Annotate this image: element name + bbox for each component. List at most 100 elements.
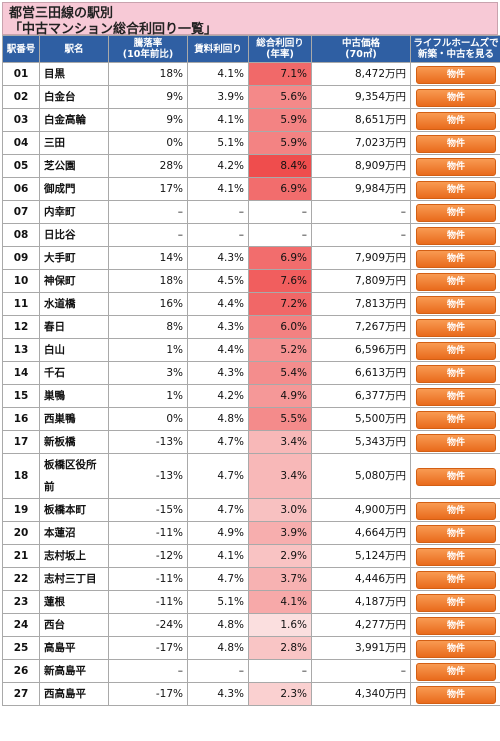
listing-link-cell: 物件: [411, 545, 500, 567]
total-yield-cell: 2.3%: [249, 683, 311, 705]
listing-link-cell: 物件: [411, 499, 500, 521]
station-name-cell: 三田: [40, 132, 108, 154]
used-price-cell: 4,277万円: [312, 614, 410, 636]
listing-button[interactable]: 物件: [416, 502, 496, 520]
price-change-cell: 14%: [109, 247, 187, 269]
listing-button[interactable]: 物件: [416, 227, 496, 245]
rent-yield-cell: –: [188, 660, 248, 682]
station-name-cell: 本蓮沼: [40, 522, 108, 544]
listing-button[interactable]: 物件: [416, 365, 496, 383]
listing-button[interactable]: 物件: [416, 525, 496, 543]
rent-yield-cell: 4.3%: [188, 247, 248, 269]
listing-button[interactable]: 物件: [416, 388, 496, 406]
listing-button[interactable]: 物件: [416, 411, 496, 429]
station-name-cell: 板橋本町: [40, 499, 108, 521]
listing-button[interactable]: 物件: [416, 617, 496, 635]
used-price-cell: 5,080万円: [312, 454, 410, 498]
total-yield-cell: 5.5%: [249, 408, 311, 430]
listing-link-cell: 物件: [411, 431, 500, 453]
used-price-cell: 4,664万円: [312, 522, 410, 544]
listing-button[interactable]: 物件: [416, 66, 496, 84]
station-no-cell: 01: [3, 63, 39, 85]
listing-link-cell: 物件: [411, 201, 500, 223]
listing-button[interactable]: 物件: [416, 434, 496, 452]
listing-button[interactable]: 物件: [416, 296, 496, 314]
listing-button[interactable]: 物件: [416, 571, 496, 589]
listing-button[interactable]: 物件: [416, 342, 496, 360]
listing-link-cell: 物件: [411, 132, 500, 154]
page: 都営三田線の駅別 「中古マンション総合利回り一覧」 駅番号 駅名 騰落率 (10年…: [2, 2, 500, 706]
rent-yield-cell: 4.1%: [188, 63, 248, 85]
rent-yield-cell: –: [188, 201, 248, 223]
used-price-cell: 8,651万円: [312, 109, 410, 131]
station-name-cell: 志村三丁目: [40, 568, 108, 590]
price-change-cell: -12%: [109, 545, 187, 567]
station-name-cell: 御成門: [40, 178, 108, 200]
table-row: 02 白金台 9% 3.9% 5.6% 9,354万円 物件: [3, 86, 500, 108]
station-name-cell: 白山: [40, 339, 108, 361]
listing-link-cell: 物件: [411, 614, 500, 636]
total-yield-cell: 8.4%: [249, 155, 311, 177]
price-change-cell: 9%: [109, 109, 187, 131]
price-change-cell: -17%: [109, 637, 187, 659]
rent-yield-cell: 3.9%: [188, 86, 248, 108]
station-name-cell: 新高島平: [40, 660, 108, 682]
rent-yield-cell: 4.1%: [188, 545, 248, 567]
rent-yield-cell: 4.7%: [188, 499, 248, 521]
listing-link-cell: 物件: [411, 568, 500, 590]
listing-button[interactable]: 物件: [416, 250, 496, 268]
station-name-cell: 西台: [40, 614, 108, 636]
total-yield-cell: 3.4%: [249, 431, 311, 453]
price-change-cell: 16%: [109, 293, 187, 315]
listing-button[interactable]: 物件: [416, 686, 496, 704]
listing-button[interactable]: 物件: [416, 640, 496, 658]
price-change-cell: 1%: [109, 385, 187, 407]
station-name-cell: 芝公園: [40, 155, 108, 177]
total-yield-cell: 6.9%: [249, 247, 311, 269]
price-change-cell: 18%: [109, 63, 187, 85]
total-yield-cell: 3.4%: [249, 454, 311, 498]
listing-button[interactable]: 物件: [416, 468, 496, 486]
listing-button[interactable]: 物件: [416, 319, 496, 337]
listing-link-cell: 物件: [411, 339, 500, 361]
total-yield-cell: –: [249, 660, 311, 682]
station-no-cell: 18: [3, 454, 39, 498]
listing-button[interactable]: 物件: [416, 89, 496, 107]
table-row: 09 大手町 14% 4.3% 6.9% 7,909万円 物件: [3, 247, 500, 269]
listing-button[interactable]: 物件: [416, 548, 496, 566]
table-row: 26 新高島平 – – – – 物件: [3, 660, 500, 682]
listing-button[interactable]: 物件: [416, 273, 496, 291]
station-name-cell: 巣鴨: [40, 385, 108, 407]
listing-link-cell: 物件: [411, 178, 500, 200]
listing-button[interactable]: 物件: [416, 112, 496, 130]
rent-yield-cell: 4.7%: [188, 454, 248, 498]
total-yield-cell: 6.0%: [249, 316, 311, 338]
rent-yield-cell: 4.5%: [188, 270, 248, 292]
table-row: 10 神保町 18% 4.5% 7.6% 7,809万円 物件: [3, 270, 500, 292]
station-no-cell: 05: [3, 155, 39, 177]
total-yield-cell: –: [249, 224, 311, 246]
listing-button[interactable]: 物件: [416, 135, 496, 153]
listing-button[interactable]: 物件: [416, 158, 496, 176]
used-price-cell: 8,472万円: [312, 63, 410, 85]
listing-button[interactable]: 物件: [416, 181, 496, 199]
price-change-cell: 18%: [109, 270, 187, 292]
total-yield-cell: 5.2%: [249, 339, 311, 361]
total-yield-cell: 2.8%: [249, 637, 311, 659]
total-yield-cell: 4.1%: [249, 591, 311, 613]
station-name-cell: 大手町: [40, 247, 108, 269]
used-price-cell: –: [312, 224, 410, 246]
table-row: 24 西台 -24% 4.8% 1.6% 4,277万円 物件: [3, 614, 500, 636]
listing-button[interactable]: 物件: [416, 204, 496, 222]
station-no-cell: 03: [3, 109, 39, 131]
used-price-cell: 4,340万円: [312, 683, 410, 705]
rent-yield-cell: 5.1%: [188, 132, 248, 154]
total-yield-cell: 2.9%: [249, 545, 311, 567]
table-row: 20 本蓮沼 -11% 4.9% 3.9% 4,664万円 物件: [3, 522, 500, 544]
listing-link-cell: 物件: [411, 270, 500, 292]
listing-button[interactable]: 物件: [416, 594, 496, 612]
used-price-cell: 8,909万円: [312, 155, 410, 177]
table-header-row: 駅番号 駅名 騰落率 (10年前比) 賃料利回り 総合利回り (年率) 中古価格 (7…: [3, 36, 500, 62]
used-price-cell: 5,124万円: [312, 545, 410, 567]
listing-button[interactable]: 物件: [416, 663, 496, 681]
